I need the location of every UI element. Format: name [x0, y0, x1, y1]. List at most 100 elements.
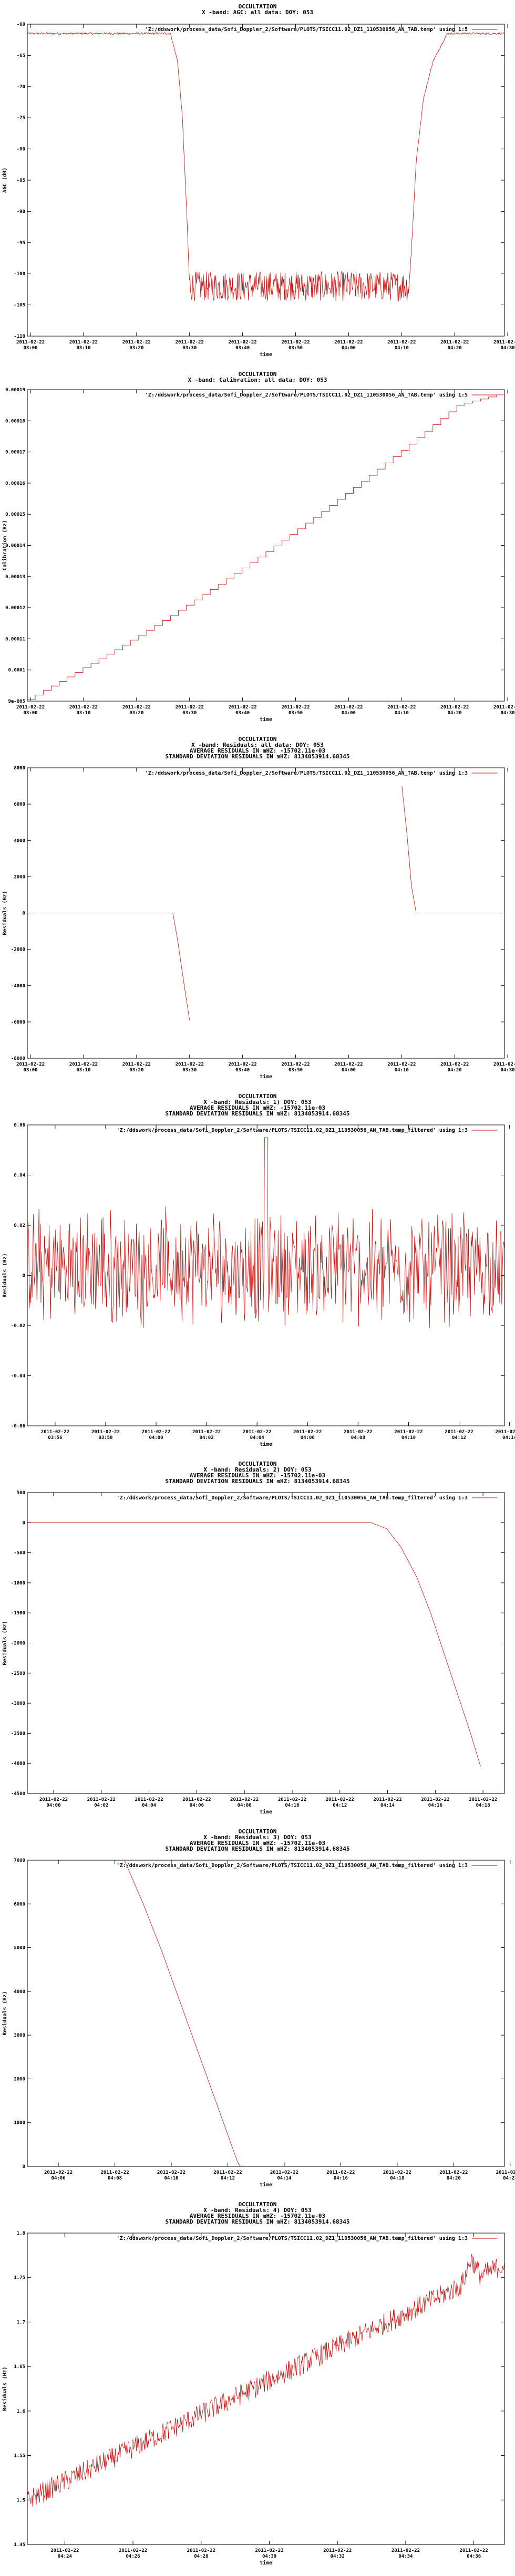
y-tick-label: 1.7 — [17, 2320, 25, 2325]
x-tick-time: 04:18 — [390, 2176, 404, 2181]
x-tick-time: 04:14 — [502, 1435, 515, 1441]
x-tick-date: 2011-02-22 — [278, 1797, 306, 1802]
x-tick-date: 2011-02-22 — [16, 1062, 45, 1067]
series-line — [27, 392, 504, 700]
y-axis-label: Residuals (Hz) — [2, 1621, 8, 1665]
x-axis-label: time — [260, 716, 272, 723]
x-tick-time: 04:06 — [52, 2176, 66, 2181]
chart-title-line: OCCULTATION — [239, 3, 277, 10]
x-tick-time: 04:12 — [221, 2176, 235, 2181]
chart-title-line: X -band: Calibration: all data: DOY: 053 — [188, 377, 327, 383]
x-tick-time: 04:00 — [342, 1068, 356, 1073]
chart-title-line: OCCULTATION — [239, 1828, 277, 1835]
x-tick-time: 03:20 — [129, 711, 143, 716]
chart-title-line: STANDARD DEVIATION RESIDUALS IN mHZ: 813… — [166, 2218, 350, 2225]
y-tick-label: -3000 — [11, 1701, 25, 1706]
x-tick-date: 2011-02-22 — [122, 705, 151, 710]
x-tick-date: 2011-02-22 — [142, 1430, 170, 1435]
y-tick-label: -65 — [17, 53, 25, 58]
y-tick-label: -4500 — [11, 1791, 25, 1797]
x-tick-time: 04:06 — [190, 1803, 204, 1808]
x-tick-time: 03:50 — [289, 1068, 303, 1073]
x-tick-date: 2011-02-22 — [176, 705, 204, 710]
x-tick-date: 2011-02-22 — [460, 2548, 488, 2553]
x-tick-date: 2011-02-22 — [41, 1430, 69, 1435]
x-tick-time: 04:10 — [395, 1068, 409, 1073]
plot-frame — [27, 1860, 505, 2167]
legend-label: 'Z:/ddswork/process_data/Sofi_Doppler_2/… — [145, 26, 468, 33]
legend-label: 'Z:/ddswork/process_data/Sofi_Doppler_2/… — [117, 1862, 468, 1869]
chart-title-line: AVERAGE RESIDUALS IN mHZ: -15702.11e-03 — [190, 747, 325, 754]
y-tick-label: 3000 — [14, 2033, 25, 2038]
x-tick-date: 2011-02-22 — [323, 2548, 352, 2553]
x-tick-date: 2011-02-22 — [87, 1797, 116, 1802]
x-tick-time: 03:40 — [235, 346, 250, 351]
y-tick-label: -0.04 — [11, 1374, 26, 1379]
x-tick-time: 04:02 — [94, 1803, 108, 1808]
y-tick-label: -1500 — [11, 1611, 25, 1616]
x-tick-date: 2011-02-22 — [176, 340, 204, 345]
chart-title-line: X -band: Residuals: 3) DOY: 053 — [203, 1834, 311, 1841]
x-tick-date: 2011-02-22 — [100, 2170, 129, 2175]
x-tick-date: 2011-02-22 — [383, 2170, 411, 2175]
x-tick-date: 2011-02-22 — [229, 1062, 257, 1067]
y-tick-label: -85 — [17, 178, 25, 183]
x-tick-time: 04:10 — [395, 711, 409, 716]
x-tick-date: 2011-02-22 — [69, 340, 98, 345]
y-tick-label: 8000 — [14, 766, 25, 771]
y-tick-label: 9e-005 — [8, 699, 25, 704]
x-tick-time: 04:24 — [58, 2554, 73, 2559]
y-tick-label: 0.00015 — [5, 512, 25, 517]
x-tick-date: 2011-02-22 — [135, 1797, 163, 1802]
x-tick-date: 2011-02-22 — [157, 2170, 186, 2175]
y-tick-label: 1.75 — [14, 2276, 25, 2281]
plot-frame — [27, 1124, 505, 1426]
x-tick-date: 2011-02-22 — [439, 2170, 468, 2175]
x-tick-date: 2011-02-22 — [69, 1062, 98, 1067]
chart-title-line: AVERAGE RESIDUALS IN mHZ: -15702.11e-03 — [190, 1840, 325, 1847]
x-tick-time: 04:10 — [285, 1803, 299, 1808]
y-tick-label: 4000 — [14, 838, 25, 843]
series-line — [27, 2254, 504, 2507]
chart-title-line: AVERAGE RESIDUALS IN mHZ: -15702.11e-03 — [190, 1104, 325, 1111]
x-tick-date: 2011-02-22 — [44, 2170, 73, 2175]
x-tick-time: 04:08 — [108, 2176, 122, 2181]
x-tick-date: 2011-02-22 — [344, 1430, 372, 1435]
x-tick-time: 04:00 — [46, 1803, 60, 1808]
x-tick-date: 2011-02-22 — [122, 1062, 151, 1067]
x-tick-date: 2011-02-22 — [281, 340, 310, 345]
x-tick-time: 04:16 — [334, 2176, 348, 2181]
y-tick-label: 5000 — [14, 1946, 25, 1951]
series-line — [27, 1522, 481, 1767]
x-tick-time: 04:06 — [301, 1435, 315, 1441]
x-tick-date: 2011-02-22 — [334, 1062, 363, 1067]
y-tick-label: -100 — [14, 272, 25, 277]
y-tick-label: 1.6 — [17, 2409, 25, 2414]
x-tick-date: 2011-02-22 — [213, 2170, 242, 2175]
x-tick-time: 04:14 — [277, 2176, 292, 2181]
y-axis-label: Residuals (Hz) — [2, 891, 8, 935]
x-tick-date: 2011-02-22 — [122, 340, 151, 345]
x-tick-time: 04:20 — [447, 2176, 461, 2181]
plot-frame — [27, 1492, 505, 1794]
chart-title-line: STANDARD DEVIATION RESIDUALS IN mHZ: 813… — [166, 1110, 350, 1117]
x-tick-date: 2011-02-22 — [440, 1062, 469, 1067]
x-tick-time: 03:10 — [76, 1068, 90, 1073]
x-tick-date: 2011-02-22 — [394, 1430, 423, 1435]
chart-title-line: X -band: Residuals: 1) DOY: 053 — [203, 1099, 311, 1106]
chart-title-line: X -band: AGC: all data: DOY: 053 — [202, 9, 313, 16]
y-tick-label: -75 — [17, 116, 25, 121]
legend-label: 'Z:/ddswork/process_data/Sofi_Doppler_2/… — [117, 1127, 468, 1133]
x-tick-date: 2011-02-22 — [182, 1797, 211, 1802]
x-tick-time: 04:02 — [200, 1435, 214, 1441]
x-tick-time: 04:12 — [333, 1803, 347, 1808]
y-tick-label: 1.65 — [14, 2364, 25, 2370]
x-tick-time: 04:00 — [342, 346, 356, 351]
chart-title-line: X -band: Residuals: 2) DOY: 053 — [203, 1466, 311, 1473]
chart-title-line: OCCULTATION — [239, 1461, 277, 1467]
x-tick-date: 2011-02-22 — [229, 340, 257, 345]
y-tick-label: 0.00019 — [5, 388, 25, 393]
